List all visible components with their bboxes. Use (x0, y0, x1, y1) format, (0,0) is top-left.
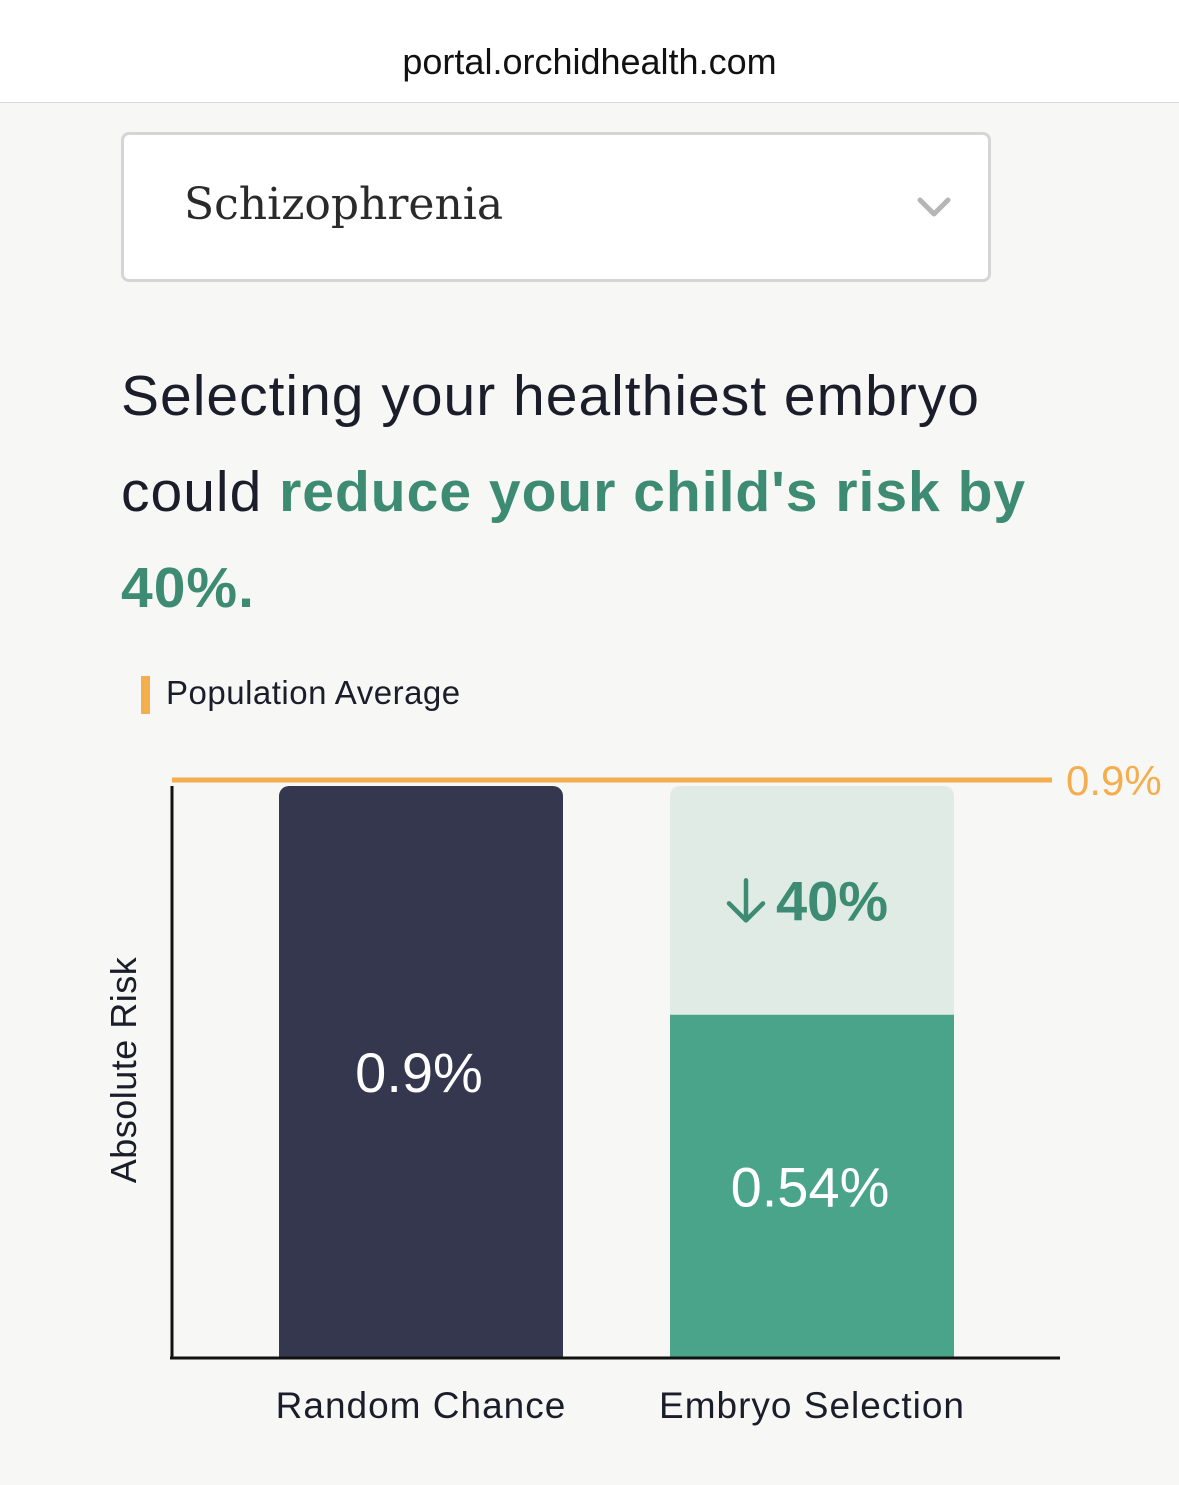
population-average-value: 0.9% (1066, 757, 1162, 804)
browser-url-bar[interactable]: portal.orchidhealth.com (0, 0, 1179, 103)
condition-select[interactable]: Schizophrenia (121, 132, 991, 282)
down-arrow-icon (726, 878, 766, 923)
y-axis-label: Absolute Risk (103, 956, 144, 1183)
category-label-random-chance: Random Chance (276, 1385, 567, 1426)
condition-select-value: Schizophrenia (184, 179, 504, 230)
chevron-down-icon (917, 197, 951, 217)
risk-bar-chart: Absolute Risk 0.9% 0.54% 40% 0.9% Random Cha… (103, 757, 1162, 1426)
headline-emphasis: reduce your child's risk by 40%. (121, 460, 1027, 620)
headline-prefix: Selecting your healthiest embryo could (121, 364, 980, 524)
bar-random-chance-body (279, 806, 563, 1358)
category-label-embryo-selection: Embryo Selection (659, 1385, 965, 1426)
url-text: portal.orchidhealth.com (402, 41, 777, 82)
bar-embryo-selection (670, 1014, 954, 1358)
reduction-label: 40% (776, 869, 888, 932)
data-label-random-chance: 0.9% (355, 1041, 483, 1104)
legend-swatch-population-average (141, 676, 150, 714)
legend-label-population-average: Population Average (166, 674, 461, 711)
headline: Selecting your healthiest embryo could r… (121, 348, 1071, 636)
data-label-embryo-selection: 0.54% (731, 1155, 890, 1218)
